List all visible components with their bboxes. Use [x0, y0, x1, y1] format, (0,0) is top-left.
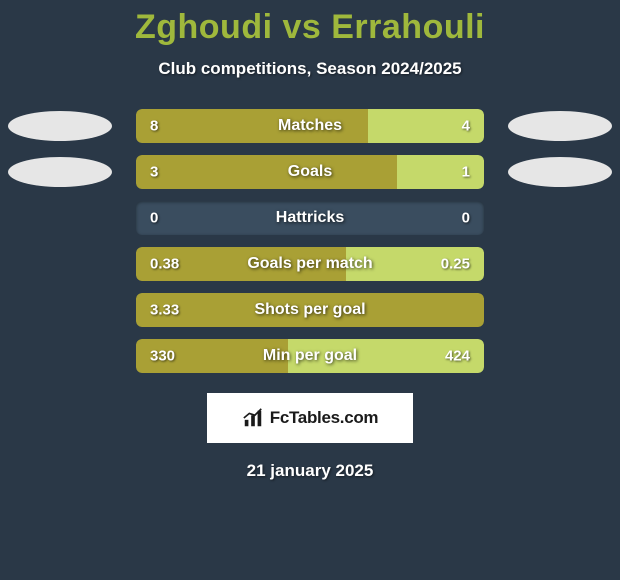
stat-row: 3 1 Goals: [0, 153, 620, 199]
stat-row: 330 424 Min per goal: [0, 337, 620, 383]
page-title: Zghoudi vs Errahouli: [0, 8, 620, 47]
stat-value-right: 424: [445, 348, 470, 365]
chart-icon: [242, 407, 264, 429]
stat-bar-track: 0 0 Hattricks: [136, 201, 484, 235]
player-avatar-right: [508, 111, 612, 141]
stat-value-left: 0: [150, 210, 158, 227]
stat-row: 8 4 Matches: [0, 107, 620, 153]
stat-label: Matches: [278, 117, 342, 135]
stat-label: Goals per match: [247, 255, 372, 273]
player-avatar-left: [8, 111, 112, 141]
stat-bar-track: 0.38 0.25 Goals per match: [136, 247, 484, 281]
stat-value-left: 8: [150, 118, 158, 135]
stat-value-left: 0.38: [150, 256, 179, 273]
stat-value-left: 330: [150, 348, 175, 365]
stat-value-right: 1: [462, 164, 470, 181]
logo-box: FcTables.com: [207, 393, 413, 443]
stat-bar-left: [136, 155, 397, 189]
stat-row: 0 0 Hattricks: [0, 199, 620, 245]
comparison-infographic: Zghoudi vs Errahouli Club competitions, …: [0, 0, 620, 580]
stats-rows: 8 4 Matches 3 1 Goals 0 0 Hattricks 0.38 0.25 Goals…: [0, 107, 620, 383]
subtitle: Club competitions, Season 2024/2025: [0, 59, 620, 79]
stat-value-right: 0.25: [441, 256, 470, 273]
player-avatar-left: [8, 157, 112, 187]
stat-row: 3.33 Shots per goal: [0, 291, 620, 337]
stat-label: Min per goal: [263, 347, 357, 365]
stat-bar-right: [397, 155, 484, 189]
stat-row: 0.38 0.25 Goals per match: [0, 245, 620, 291]
logo-text: FcTables.com: [270, 408, 379, 428]
stat-bar-track: 3.33 Shots per goal: [136, 293, 484, 327]
player-avatar-right: [508, 157, 612, 187]
stat-value-left: 3.33: [150, 302, 179, 319]
stat-value-left: 3: [150, 164, 158, 181]
stat-label: Goals: [288, 163, 332, 181]
stat-bar-track: 330 424 Min per goal: [136, 339, 484, 373]
stat-label: Hattricks: [276, 209, 344, 227]
stat-bar-track: 3 1 Goals: [136, 155, 484, 189]
stat-label: Shots per goal: [254, 301, 365, 319]
stat-bar-track: 8 4 Matches: [136, 109, 484, 143]
date-label: 21 january 2025: [0, 461, 620, 481]
stat-value-right: 0: [462, 210, 470, 227]
stat-value-right: 4: [462, 118, 470, 135]
